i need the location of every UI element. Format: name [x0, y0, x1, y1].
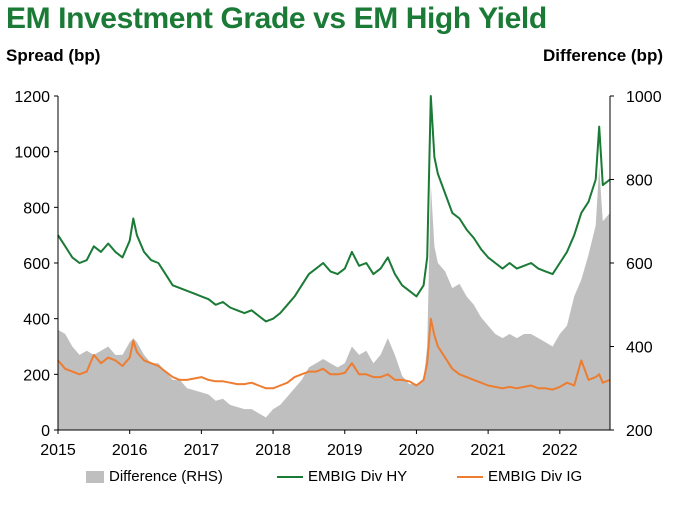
y-right-tick-label: 800	[626, 173, 653, 190]
series-line-layer	[57, 95, 611, 391]
legend: Difference (RHS) EMBIG Div HY EMBIG Div …	[0, 468, 673, 490]
y-right-tick-label: 1000	[626, 89, 662, 106]
y-left-tick-label: 800	[23, 200, 50, 217]
y-left-tick-label: 600	[23, 256, 50, 273]
difference-area-layer	[58, 167, 610, 430]
series-area-difference-rhs	[58, 167, 610, 430]
y-right-tick-label: 600	[626, 256, 653, 273]
x-tick-label: 2015	[40, 442, 76, 459]
legend-swatch-ig	[457, 475, 483, 478]
legend-swatch-difference	[86, 470, 104, 483]
legend-item-hy: EMBIG Div HY	[277, 468, 407, 485]
series-line-embig-div-hy	[57, 95, 611, 323]
right-axis-title: Difference (bp)	[543, 46, 663, 65]
legend-label-ig: EMBIG Div IG	[488, 468, 583, 485]
x-tick-label: 2017	[184, 442, 220, 459]
axis-layer: 0 200 400 600 800 1000 1200 200 400 600 800 1000 201…	[14, 89, 661, 459]
y-left-tick-label: 200	[23, 367, 50, 384]
left-axis-title: Spread (bp)	[6, 46, 101, 65]
legend-label-difference: Difference (RHS)	[109, 468, 223, 485]
x-tick-label: 2021	[470, 442, 506, 459]
y-left-tick-label: 1000	[14, 145, 50, 162]
legend-label-hy: EMBIG Div HY	[308, 468, 408, 485]
y-left-tick-label: 1200	[14, 89, 50, 106]
x-tick-label: 2022	[542, 442, 578, 459]
y-left-tick-label: 400	[23, 312, 50, 329]
legend-swatch-hy	[277, 475, 303, 478]
x-tick-label: 2020	[399, 442, 435, 459]
x-tick-label: 2019	[327, 442, 363, 459]
y-right-tick-label: 400	[626, 340, 653, 357]
x-tick-label: 2018	[255, 442, 291, 459]
legend-item-ig: EMBIG Div IG	[457, 468, 582, 485]
chart-title: EM Investment Grade vs EM High Yield	[6, 2, 547, 35]
x-tick-label: 2016	[112, 442, 148, 459]
y-left-tick-label: 0	[41, 423, 50, 440]
series-line-embig-div-ig	[57, 317, 611, 391]
legend-item-difference: Difference (RHS)	[86, 468, 223, 485]
y-right-tick-label: 200	[626, 423, 653, 440]
